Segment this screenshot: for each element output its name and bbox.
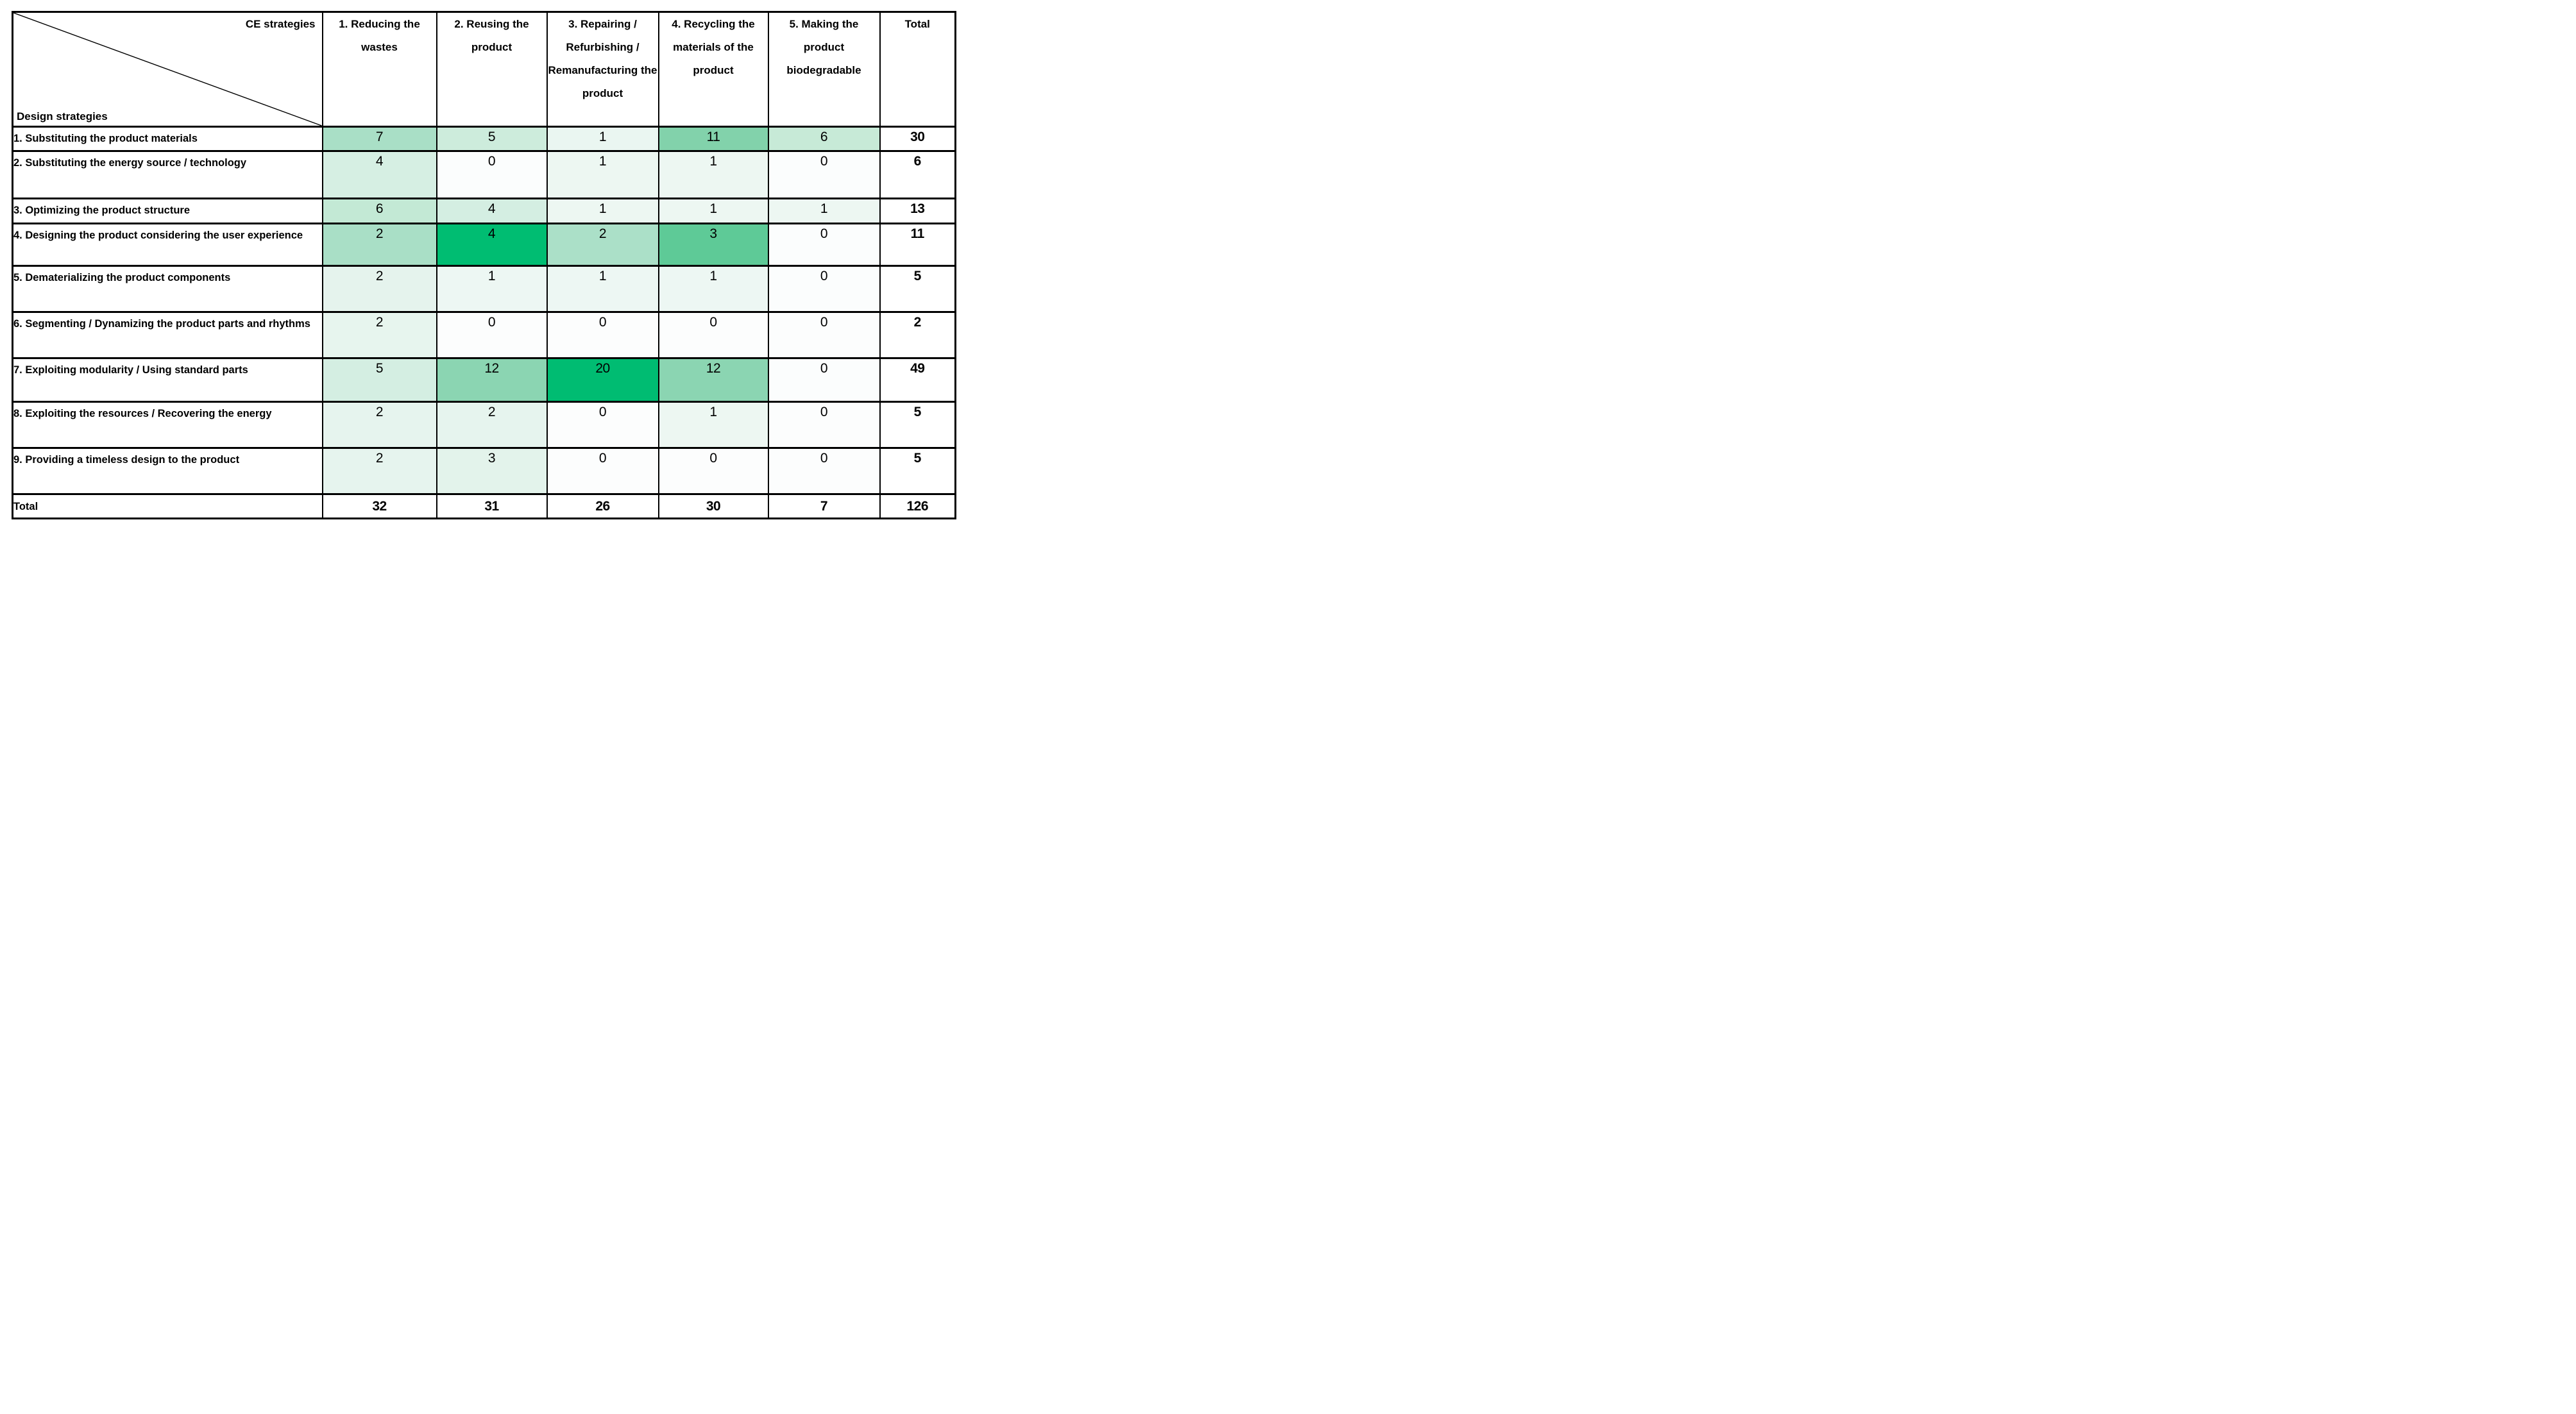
- matrix-cell: 1: [546, 198, 659, 224]
- matrix-cell: 0: [767, 265, 881, 313]
- ce-design-strategies-matrix: CE strategies Design strategies 1. Reduc…: [12, 11, 956, 519]
- matrix-cell: 1: [657, 150, 769, 199]
- matrix-cell: 1: [546, 265, 659, 313]
- matrix-cell: 12: [657, 357, 769, 403]
- table-row: 7. Exploiting modularity / Using standar…: [12, 357, 956, 403]
- table-row: 2. Substituting the energy source / tech…: [12, 150, 956, 199]
- matrix-cell: 0: [436, 311, 548, 359]
- matrix-cell: 6: [321, 198, 437, 224]
- table-row: 9. Providing a timeless design to the pr…: [12, 447, 956, 495]
- row-total-cell: 13: [879, 198, 956, 224]
- column-header: 4. Recycling the materials of the produc…: [657, 11, 769, 128]
- matrix-cell: 0: [546, 447, 659, 495]
- row-total-cell: 6: [879, 150, 956, 199]
- matrix-cell: 1: [546, 126, 659, 152]
- matrix-cell: 4: [436, 223, 548, 267]
- matrix-cell: 5: [321, 357, 437, 403]
- matrix-cell: 1: [546, 150, 659, 199]
- matrix-cell: 1: [767, 198, 881, 224]
- matrix-cell: 12: [436, 357, 548, 403]
- matrix-cell: 2: [321, 311, 437, 359]
- table-row: 5. Dematerializing the product component…: [12, 265, 956, 313]
- row-label: 6. Segmenting / Dynamizing the product p…: [12, 311, 323, 359]
- column-total-cell: 30: [657, 493, 769, 519]
- row-label: 1. Substituting the product materials: [12, 126, 323, 152]
- row-label: 8. Exploiting the resources / Recovering…: [12, 401, 323, 449]
- matrix-cell: 1: [657, 401, 769, 449]
- matrix-cell: 20: [546, 357, 659, 403]
- design-strategies-axis-label: Design strategies: [17, 110, 108, 122]
- row-total-cell: 5: [879, 401, 956, 449]
- column-header: 5. Making the product biodegradable: [767, 11, 881, 128]
- matrix-cell: 0: [657, 311, 769, 359]
- matrix-body: 1. Substituting the product materials 7 5 1…: [12, 126, 956, 519]
- row-label: 4. Designing the product considering the…: [12, 223, 323, 267]
- matrix-cell: 4: [321, 150, 437, 199]
- corner-cell: CE strategies Design strategies: [12, 11, 323, 128]
- ce-strategies-axis-label: CE strategies: [245, 18, 316, 30]
- total-column-header: Total: [879, 11, 956, 128]
- matrix-cell: 5: [436, 126, 548, 152]
- column-total-cell: 31: [436, 493, 548, 519]
- column-total-cell: 26: [546, 493, 659, 519]
- matrix-cell: 0: [767, 357, 881, 403]
- matrix-cell: 2: [321, 265, 437, 313]
- page: CE strategies Design strategies 1. Reduc…: [0, 0, 966, 530]
- matrix-cell: 3: [436, 447, 548, 495]
- table-row: 1. Substituting the product materials 7 5 1…: [12, 126, 956, 152]
- matrix-cell: 0: [767, 311, 881, 359]
- column-header: 2. Reusing the product: [436, 11, 548, 128]
- grand-total-cell: 126: [879, 493, 956, 519]
- row-label: 3. Optimizing the product structure: [12, 198, 323, 224]
- matrix-cell: 0: [767, 401, 881, 449]
- column-total-cell: 7: [767, 493, 881, 519]
- row-total-cell: 2: [879, 311, 956, 359]
- row-label: 7. Exploiting modularity / Using standar…: [12, 357, 323, 403]
- matrix-cell: 2: [436, 401, 548, 449]
- matrix-cell: 3: [657, 223, 769, 267]
- matrix-cell: 1: [657, 265, 769, 313]
- matrix-cell: 0: [546, 311, 659, 359]
- total-row-label: Total: [12, 493, 323, 519]
- matrix-cell: 6: [767, 126, 881, 152]
- header-row: CE strategies Design strategies 1. Reduc…: [12, 11, 956, 128]
- row-total-cell: 30: [879, 126, 956, 152]
- table-row: 3. Optimizing the product structure 6 4 1 1 1…: [12, 198, 956, 224]
- matrix-cell: 1: [436, 265, 548, 313]
- matrix-cell: 4: [436, 198, 548, 224]
- matrix-cell: 0: [767, 150, 881, 199]
- matrix-cell: 2: [321, 447, 437, 495]
- matrix-cell: 11: [657, 126, 769, 152]
- table-row: 4. Designing the product considering the…: [12, 223, 956, 267]
- table-row: 6. Segmenting / Dynamizing the product p…: [12, 311, 956, 359]
- matrix-cell: 2: [546, 223, 659, 267]
- row-total-cell: 5: [879, 265, 956, 313]
- column-total-cell: 32: [321, 493, 437, 519]
- matrix-cell: 7: [321, 126, 437, 152]
- matrix-cell: 1: [657, 198, 769, 224]
- row-label: 9. Providing a timeless design to the pr…: [12, 447, 323, 495]
- diagonal-divider-line: [13, 13, 322, 126]
- table-row: 8. Exploiting the resources / Recovering…: [12, 401, 956, 449]
- matrix-cell: 0: [546, 401, 659, 449]
- column-header: 1. Reducing the wastes: [321, 11, 437, 128]
- matrix-cell: 2: [321, 223, 437, 267]
- row-label: 5. Dematerializing the product component…: [12, 265, 323, 313]
- total-row: Total 32 31 26 30 7 126: [12, 493, 956, 519]
- matrix-cell: 2: [321, 401, 437, 449]
- matrix-cell: 0: [657, 447, 769, 495]
- row-total-cell: 49: [879, 357, 956, 403]
- column-header: 3. Repairing / Refurbishing / Remanufact…: [546, 11, 659, 128]
- matrix-cell: 0: [436, 150, 548, 199]
- matrix-cell: 0: [767, 447, 881, 495]
- row-total-cell: 5: [879, 447, 956, 495]
- matrix-cell: 0: [767, 223, 881, 267]
- row-label: 2. Substituting the energy source / tech…: [12, 150, 323, 199]
- row-total-cell: 11: [879, 223, 956, 267]
